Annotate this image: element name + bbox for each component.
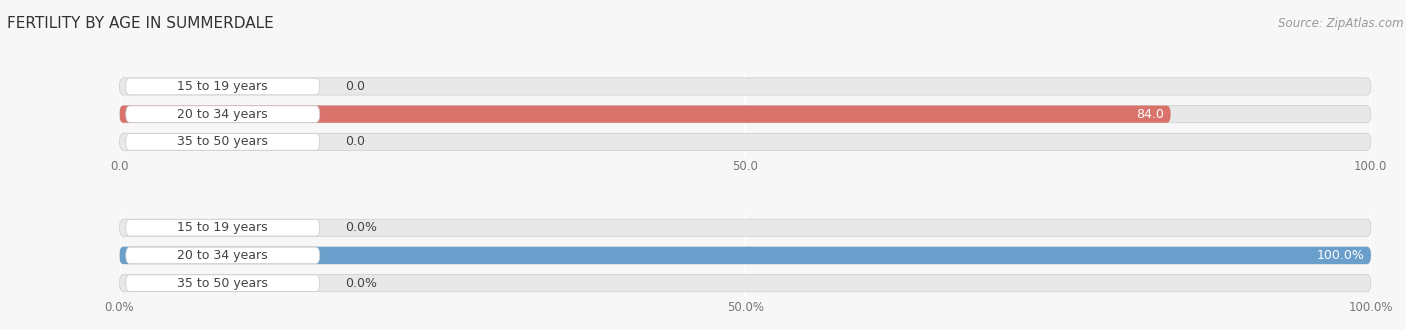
FancyBboxPatch shape <box>120 247 1371 264</box>
Text: 0.0: 0.0 <box>344 135 364 148</box>
Text: 35 to 50 years: 35 to 50 years <box>177 277 269 290</box>
Text: 15 to 19 years: 15 to 19 years <box>177 80 269 93</box>
FancyBboxPatch shape <box>120 133 1371 150</box>
FancyBboxPatch shape <box>125 134 319 150</box>
Text: 100.0%: 100.0% <box>1316 249 1365 262</box>
FancyBboxPatch shape <box>125 247 319 264</box>
FancyBboxPatch shape <box>120 106 1171 123</box>
Text: 35 to 50 years: 35 to 50 years <box>177 135 269 148</box>
FancyBboxPatch shape <box>120 247 1371 264</box>
FancyBboxPatch shape <box>125 275 319 291</box>
Text: 20 to 34 years: 20 to 34 years <box>177 108 269 121</box>
FancyBboxPatch shape <box>125 106 319 122</box>
FancyBboxPatch shape <box>120 219 1371 236</box>
Text: 20 to 34 years: 20 to 34 years <box>177 249 269 262</box>
FancyBboxPatch shape <box>125 219 319 236</box>
Text: Source: ZipAtlas.com: Source: ZipAtlas.com <box>1278 16 1403 29</box>
FancyBboxPatch shape <box>120 275 1371 292</box>
Text: 0.0%: 0.0% <box>344 221 377 234</box>
FancyBboxPatch shape <box>120 106 1371 123</box>
Text: 0.0: 0.0 <box>344 80 364 93</box>
Text: 84.0: 84.0 <box>1136 108 1164 121</box>
Text: 15 to 19 years: 15 to 19 years <box>177 221 269 234</box>
Text: 0.0%: 0.0% <box>344 277 377 290</box>
FancyBboxPatch shape <box>120 78 1371 95</box>
Text: FERTILITY BY AGE IN SUMMERDALE: FERTILITY BY AGE IN SUMMERDALE <box>7 16 274 31</box>
FancyBboxPatch shape <box>125 78 319 95</box>
